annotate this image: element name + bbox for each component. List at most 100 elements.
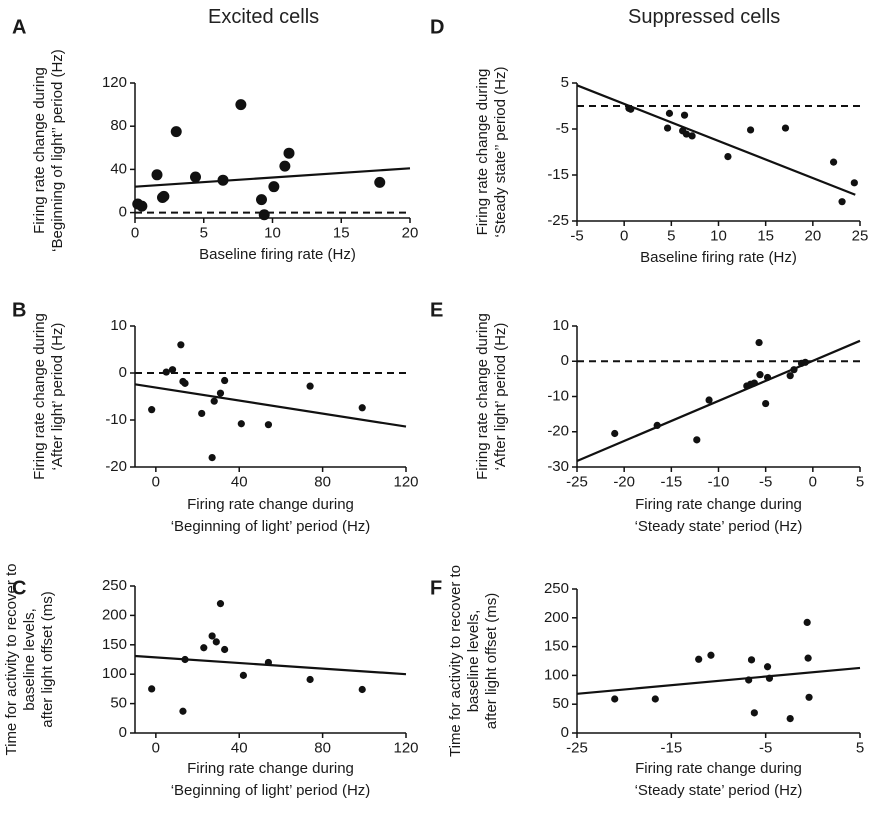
data-point-d [829, 158, 838, 166]
data-point-b [264, 421, 273, 429]
x-tick-label-e: -10 [708, 473, 730, 490]
data-point-a [268, 181, 280, 193]
data-point-f [803, 618, 811, 627]
data-point-b [168, 366, 177, 374]
data-point-c [200, 644, 208, 652]
x-tick-label-d: -5 [570, 227, 583, 244]
data-point-e [750, 379, 758, 387]
x-tick-label-a: 20 [402, 224, 419, 241]
x-tick-label-e: -25 [566, 473, 588, 490]
y-axis-label-c: Time for activity to recover to [3, 564, 20, 756]
x-tick-label-b: 40 [231, 473, 248, 490]
y-tick-label-d: -15 [547, 166, 569, 183]
x-tick-label-b: 0 [152, 473, 160, 490]
y-tick-label-e: 0 [561, 352, 569, 369]
x-tick-label-e: -5 [759, 473, 772, 490]
x-axis-label-f: ‘Steady state’ period (Hz) [635, 782, 803, 799]
x-tick-label-d: 0 [620, 227, 628, 244]
data-point-c [221, 645, 229, 654]
data-point-a [279, 160, 291, 172]
data-point-e [693, 436, 701, 444]
data-point-f [804, 654, 812, 662]
y-tick-label-d: -25 [547, 212, 569, 229]
regression-line-b [134, 383, 407, 428]
data-point-c [208, 632, 216, 640]
y-tick-label-f: 200 [544, 609, 569, 626]
data-point-e [790, 366, 798, 374]
data-point-f [747, 656, 756, 664]
data-point-b [306, 382, 314, 390]
x-tick-label-c: 40 [231, 739, 248, 756]
y-tick-label-c: 200 [102, 606, 127, 623]
data-point-e [786, 372, 794, 380]
data-point-d [663, 124, 672, 132]
x-tick-label-f: -15 [660, 739, 682, 756]
y-tick-label-d: -5 [556, 120, 569, 137]
data-point-b [208, 454, 216, 462]
y-tick-label-c: 150 [102, 636, 127, 653]
data-point-c [239, 671, 247, 679]
data-point-a [170, 126, 182, 138]
panel-label-e: E [430, 300, 443, 322]
y-tick-label-f: 50 [552, 695, 569, 712]
data-point-d [680, 111, 689, 119]
data-point-d [850, 179, 858, 187]
x-tick-label-e: 0 [809, 473, 817, 490]
data-point-d [665, 109, 674, 117]
data-point-b [358, 404, 366, 412]
data-point-d [838, 198, 846, 206]
data-point-c [212, 638, 220, 646]
x-axis-label-b: ‘Beginning of light’ period (Hz) [171, 518, 371, 535]
panel-label-f: F [430, 578, 442, 600]
data-point-a [256, 194, 267, 206]
y-axis-label-f: baseline levels, [465, 610, 482, 713]
data-point-f [786, 715, 794, 723]
data-point-f [707, 651, 715, 659]
y-tick-label-f: 100 [544, 666, 569, 683]
data-point-d [746, 126, 755, 134]
y-tick-label-c: 250 [102, 577, 127, 594]
data-point-e [755, 338, 763, 347]
x-axis-label-f: Firing rate change during [635, 760, 802, 777]
data-point-b [216, 389, 225, 397]
data-point-e [611, 429, 619, 438]
column-title-suppressed: Suppressed cells [628, 6, 781, 28]
x-tick-label-a: 5 [200, 224, 208, 241]
x-tick-label-e: 5 [856, 473, 864, 490]
data-point-a [283, 147, 295, 159]
data-point-e [763, 373, 772, 382]
y-axis-label-b: ‘After light’ period (Hz) [49, 323, 66, 471]
data-point-c [306, 675, 314, 684]
data-point-d [724, 153, 732, 161]
regression-line-d [576, 84, 856, 196]
data-point-b [210, 397, 218, 405]
data-point-b [198, 409, 206, 418]
data-point-a [374, 176, 386, 188]
data-point-f [763, 663, 772, 671]
x-tick-label-b: 120 [393, 473, 418, 490]
data-point-c [148, 685, 156, 693]
y-axis-label-a: Firing rate change during [31, 67, 48, 234]
x-tick-label-a: 15 [333, 224, 350, 241]
y-axis-label-d: ‘Steady state’’ period (Hz) [492, 67, 509, 238]
data-point-f [805, 693, 813, 701]
data-point-c [264, 658, 273, 667]
data-point-f [765, 674, 774, 682]
y-axis-label-e: Firing rate change during [474, 313, 491, 480]
y-tick-label-b: -20 [105, 458, 127, 475]
x-axis-label-c: Firing rate change during [187, 760, 354, 777]
column-title-excited: Excited cells [208, 6, 320, 28]
y-axis-label-e: ‘After light’ period (Hz) [492, 323, 509, 471]
x-axis-label-a: Baseline firing rate (Hz) [199, 246, 356, 263]
y-axis-label-a: ‘Beginning of light’’ period (Hz) [49, 49, 66, 252]
y-tick-label-f: 250 [544, 580, 569, 597]
data-point-b [162, 368, 170, 376]
x-tick-label-d: 10 [710, 227, 727, 244]
data-point-e [756, 371, 764, 379]
x-tick-label-a: 0 [131, 224, 139, 241]
y-axis-label-f: Time for activity to recover to [447, 565, 464, 757]
y-tick-label-b: -10 [105, 411, 127, 428]
data-point-d [781, 124, 790, 132]
data-point-d [682, 130, 691, 138]
